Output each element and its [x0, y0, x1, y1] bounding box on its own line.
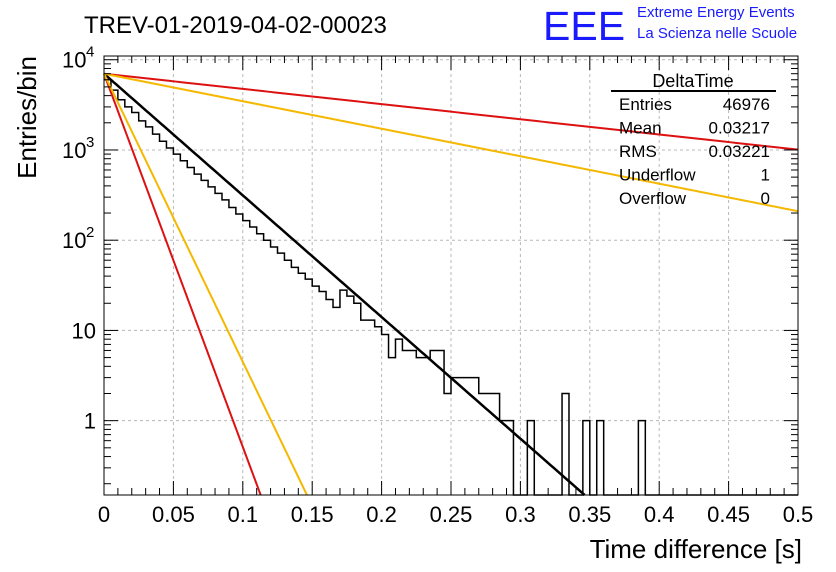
histogram-bin	[416, 358, 423, 495]
histogram-bin	[305, 279, 312, 495]
histogram-bin	[132, 113, 139, 495]
histogram-bin	[382, 335, 389, 495]
histogram-bin	[319, 292, 326, 495]
histogram-bin	[347, 296, 354, 495]
histogram-bin	[257, 234, 264, 495]
fit-curves-layer	[103, 72, 799, 496]
y-tick-label-exponent: 2	[86, 224, 94, 241]
x-axis-label: Time difference [s]	[590, 534, 802, 564]
histogram-bin	[173, 154, 180, 495]
histogram-bin	[361, 320, 368, 495]
histogram-bin	[125, 107, 132, 495]
stats-label: Entries	[619, 95, 672, 114]
stats-box: DeltaTime Entries 46976 Mean 0.03217 RMS 0.03…	[611, 71, 776, 208]
y-axis-label: Entries/bin	[12, 56, 42, 179]
y-tick-label-base: 10	[62, 138, 86, 163]
histogram-bin	[375, 327, 382, 495]
histogram-bin	[250, 227, 257, 495]
stats-label: Underflow	[619, 166, 696, 185]
stats-value: 0	[761, 189, 770, 208]
histogram-bin	[187, 167, 194, 495]
histogram-bin	[402, 350, 409, 495]
x-tick-label: 0.3	[505, 502, 536, 527]
stats-value: 0.03221	[709, 142, 770, 161]
histogram-bin	[444, 393, 451, 495]
logo-line-2: La Scienza nelle Scuole	[637, 25, 797, 42]
histogram-bin	[597, 421, 604, 495]
histogram-bin	[180, 161, 187, 495]
histogram-bin	[409, 350, 416, 495]
x-tick-label: 0.5	[783, 502, 814, 527]
histogram-bin	[271, 247, 278, 495]
x-tick-label: 0.25	[430, 502, 473, 527]
histogram-bin	[395, 339, 402, 495]
y-tick-label: 1	[84, 409, 96, 434]
logo-text: EEE	[543, 3, 625, 49]
histogram-bin	[333, 307, 340, 495]
histogram-bin	[430, 350, 437, 495]
y-tick-label-exponent: 3	[86, 134, 94, 151]
histogram-bin	[527, 421, 534, 495]
histogram-bin	[208, 187, 215, 495]
stats-label: Overflow	[619, 189, 687, 208]
y-tick-label-base: 10	[62, 48, 86, 73]
stats-label: Mean	[619, 119, 662, 138]
stats-value: 0.03217	[709, 119, 770, 138]
histogram-bin	[368, 320, 375, 495]
grid	[103, 56, 799, 495]
histogram-bin	[278, 253, 285, 495]
histogram-bin	[340, 290, 347, 495]
histogram-bin	[638, 421, 645, 495]
x-tick-label: 0.2	[366, 502, 397, 527]
stats-value: 46976	[723, 95, 770, 114]
histogram-bin	[215, 193, 222, 495]
histogram-bin	[326, 300, 333, 495]
histogram-bin	[111, 90, 118, 495]
x-tick-label: 0	[98, 502, 110, 527]
y-tick-label-exponent: 4	[86, 44, 94, 61]
stats-title: DeltaTime	[652, 71, 733, 91]
axes: 0 0.05 0.1 0.15 0.2 0.25 0.3 0.35 0.4 0.45 0.51101…	[62, 44, 813, 527]
histogram-bin	[264, 240, 271, 495]
y-tick-label-base: 10	[62, 228, 86, 253]
histogram-bin	[166, 148, 173, 495]
x-tick-label: 0.4	[644, 502, 675, 527]
x-tick-label: 0.15	[291, 502, 334, 527]
histogram-bin	[222, 200, 229, 495]
histogram-bin	[451, 378, 458, 495]
exponential-fit-curve	[103, 73, 308, 496]
x-tick-label: 0.45	[707, 502, 750, 527]
histogram-bin	[500, 421, 507, 495]
logo-line-1: Extreme Energy Events	[637, 4, 795, 21]
histogram-bin	[229, 208, 236, 495]
stats-label: RMS	[619, 142, 657, 161]
histogram-bin	[312, 286, 319, 495]
histogram-bin	[493, 393, 500, 495]
histogram-bin	[458, 378, 465, 495]
histogram-bin	[118, 100, 125, 495]
exponential-fit-curve	[103, 73, 262, 496]
exponential-fit-curve	[103, 72, 799, 213]
eee-logo: EEE Extreme Energy Events La Scienza nel…	[543, 3, 797, 49]
histogram-bin	[146, 127, 153, 495]
histogram-bin	[298, 273, 305, 495]
histogram-bin	[354, 303, 361, 495]
x-tick-label: 0.05	[152, 502, 195, 527]
exponential-fit-curve	[103, 72, 586, 496]
histogram-bin	[472, 378, 479, 495]
histogram-bin	[423, 358, 430, 495]
y-tick-label: 10	[72, 318, 96, 343]
stats-value: 1	[761, 166, 770, 185]
chart-title: TREV-01-2019-04-02-00023	[84, 12, 387, 39]
exponential-fit-curve	[103, 72, 799, 151]
x-tick-label: 0.1	[228, 502, 259, 527]
x-tick-label: 0.35	[568, 502, 611, 527]
histogram-bin	[291, 267, 298, 495]
histogram-bin	[389, 358, 396, 495]
histogram-bin	[583, 421, 590, 495]
